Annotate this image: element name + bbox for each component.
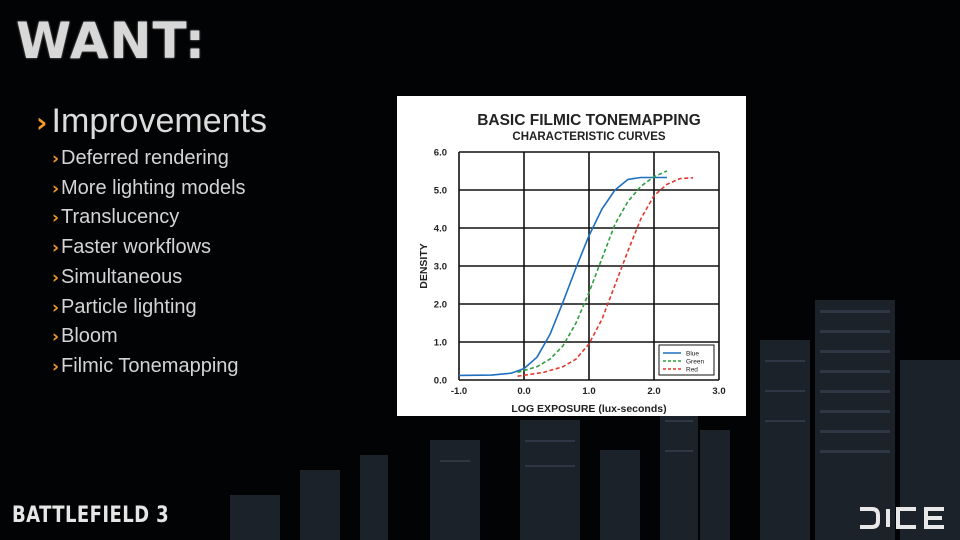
main-bullet-label: Improvements xyxy=(51,102,267,140)
chevron-right-icon: › xyxy=(52,297,60,318)
chevron-right-icon: › xyxy=(52,356,60,377)
sub-bullet-label: Bloom xyxy=(61,325,118,348)
y-tick-label: 5.0 xyxy=(434,186,447,197)
legend-label: Red xyxy=(686,367,698,374)
series-line-blue xyxy=(458,176,667,377)
y-axis-label: DENSITY xyxy=(418,243,430,289)
y-tick-label: 3.0 xyxy=(434,262,447,273)
chevron-right-icon: › xyxy=(52,149,60,169)
bullet-list: › Improvements › Deferred rendering › More… xyxy=(36,100,267,382)
sub-bullet: › Translucency xyxy=(52,203,267,233)
y-tick-label: 6.0 xyxy=(434,148,447,159)
chart-image: BASIC FILMIC TONEMAPPING CHARACTERISTIC C… xyxy=(397,96,746,416)
characteristic-curves-chart: BASIC FILMIC TONEMAPPING CHARACTERISTIC C… xyxy=(418,112,726,415)
y-tick-label: 2.0 xyxy=(434,300,447,311)
series-line-green xyxy=(517,170,668,374)
x-tick-label: 3.0 xyxy=(712,386,725,397)
sub-bullet-label: Translucency xyxy=(61,206,180,229)
sub-bullet: › More lighting models xyxy=(52,174,267,204)
sub-bullet-label: Deferred rendering xyxy=(61,147,229,169)
sub-bullet-label: Particle lighting xyxy=(61,295,197,318)
chevron-right-icon: › xyxy=(52,238,60,259)
sub-bullet: › Bloom xyxy=(52,322,267,352)
series-line-red xyxy=(517,177,694,377)
chart-subtitle: CHARACTERISTIC CURVES xyxy=(512,131,665,143)
sub-bullet: › Faster workflows xyxy=(52,233,267,263)
x-axis-label: LOG EXPOSURE (lux-seconds) xyxy=(511,403,666,415)
chevron-right-icon: › xyxy=(52,208,60,229)
dice-logo xyxy=(860,507,944,529)
x-tick-label: 2.0 xyxy=(647,386,660,397)
sub-bullet-label: Faster workflows xyxy=(61,236,212,259)
y-tick-label: 0.0 xyxy=(434,376,447,387)
sub-bullet-label: More lighting models xyxy=(61,176,246,199)
y-tick-label: 1.0 xyxy=(434,338,447,349)
legend-box xyxy=(658,344,715,376)
sub-bullet-list: › Deferred rendering › More lighting model… xyxy=(36,144,267,382)
x-tick-label: 1.0 xyxy=(582,386,595,397)
chevron-right-icon: › xyxy=(52,327,60,348)
sub-bullet: › Simultaneous xyxy=(52,263,267,293)
y-tick-label: 4.0 xyxy=(434,224,447,235)
x-tick-label: 0.0 xyxy=(517,386,530,397)
sub-bullet-label: Filmic Tonemapping xyxy=(61,354,239,377)
chevron-right-icon: › xyxy=(36,106,48,139)
sub-bullet: › Filmic Tonemapping xyxy=(52,352,267,382)
legend-label: Green xyxy=(686,359,704,366)
chevron-right-icon: › xyxy=(52,267,60,288)
legend-label: Blue xyxy=(686,351,699,358)
x-tick-label: -1.0 xyxy=(451,386,467,397)
sub-bullet: › Particle lighting xyxy=(52,293,267,323)
sub-bullet-label: Simultaneous xyxy=(61,265,183,288)
chevron-right-icon: › xyxy=(52,178,60,199)
chart-title: BASIC FILMIC TONEMAPPING xyxy=(477,112,701,129)
battlefield-3-logo: BATTLEFIELD 3 xyxy=(12,503,170,528)
sub-bullet: › Deferred rendering xyxy=(52,144,267,174)
main-bullet: › Improvements xyxy=(36,100,267,144)
slide-title: WANT: xyxy=(16,12,206,70)
